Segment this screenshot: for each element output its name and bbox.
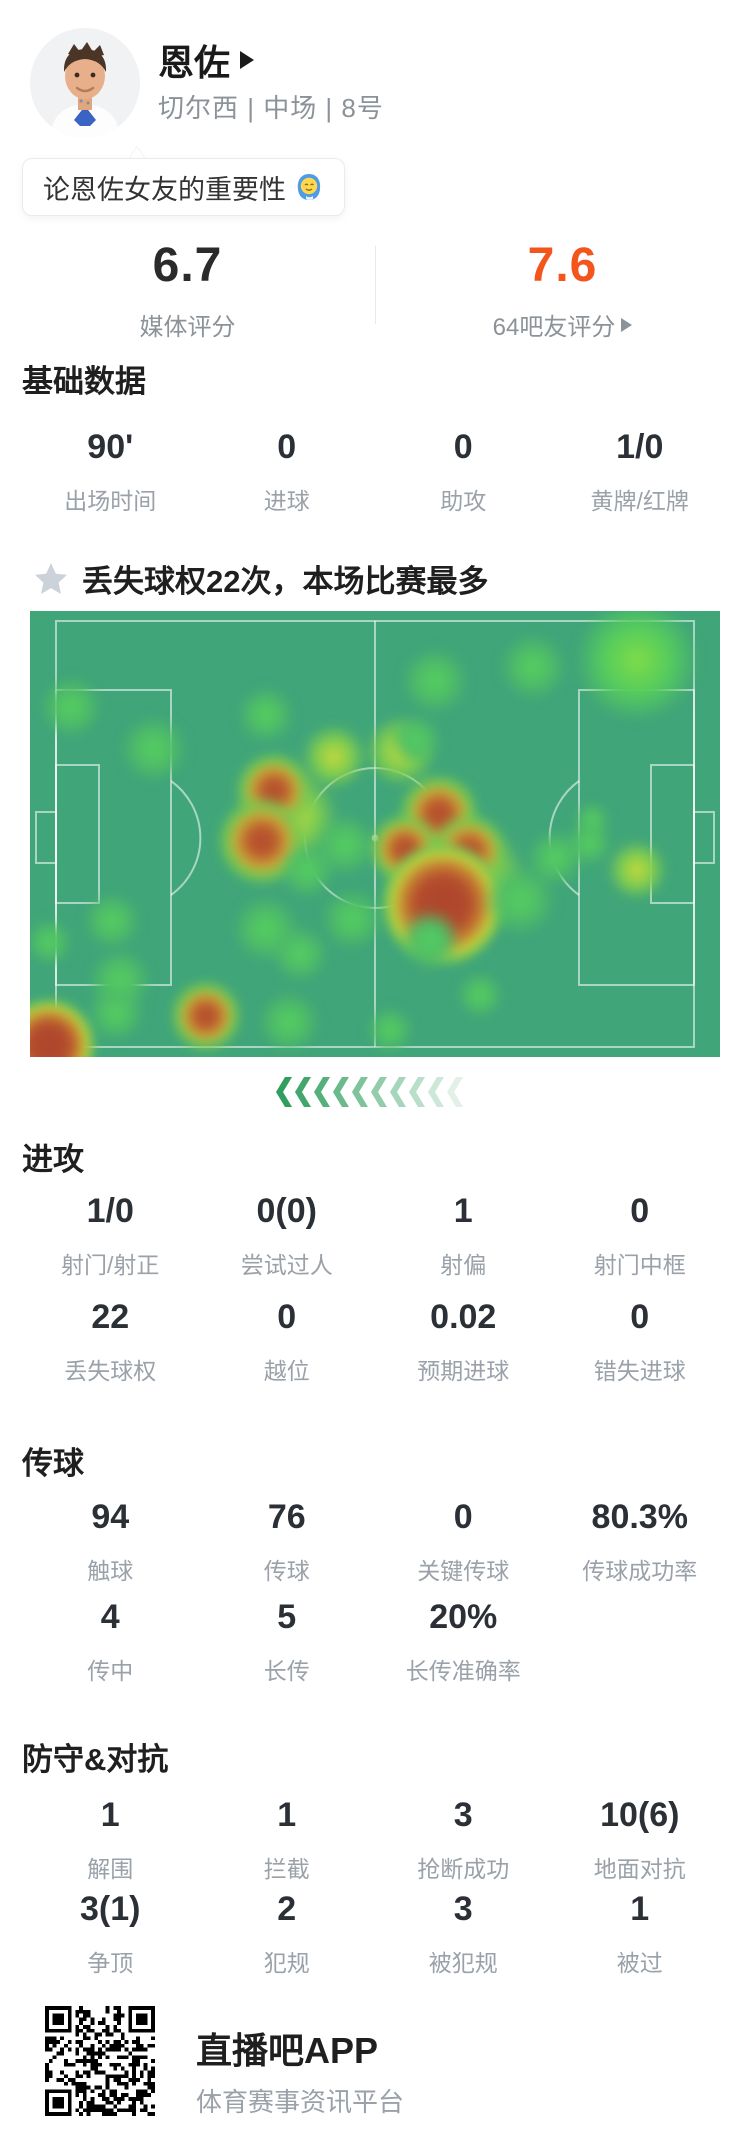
heatmap-blobs xyxy=(30,611,720,1057)
stat-touches: 94 触球 xyxy=(87,1498,134,1584)
left-chevrons-icon xyxy=(276,1077,463,1107)
attack-direction-chevrons xyxy=(0,1076,750,1108)
highlight-line: 丢失球权22次，本场比赛最多 xyxy=(34,556,488,601)
fans-rating[interactable]: 7.6 64吧友评分 xyxy=(375,238,750,342)
stat-long-balls: 5 长传 xyxy=(263,1598,310,1684)
ratings-block: 6.7 媒体评分 7.6 64吧友评分 xyxy=(0,238,750,341)
stat-tackles-won: 3 抢断成功 xyxy=(417,1796,510,1882)
section-title-basic: 基础数据 xyxy=(22,364,146,399)
defense-stats-row-1: 1 解围 1 拦截 3 抢断成功 10(6) 地面对抗 xyxy=(22,1796,728,1884)
stat-passes: 76 传球 xyxy=(263,1498,310,1584)
basic-stats-row: 90' 出场时间 0 进球 0 助攻 1/0 黄牌/红牌 xyxy=(22,428,728,516)
expand-caret-icon xyxy=(240,51,255,69)
player-photo xyxy=(30,28,140,138)
hot-comment-bubble[interactable]: 论恩佐女友的重要性 xyxy=(22,158,345,216)
stat-empty-cell xyxy=(552,1598,729,1686)
fans-rating-caret-icon xyxy=(621,317,633,332)
stat-goals: 0 进球 xyxy=(263,428,310,514)
defense-stats-row-2: 3(1) 争顶 2 犯规 3 被犯规 1 被过 xyxy=(22,1890,728,1978)
player-name-row[interactable]: 恩佐 xyxy=(158,34,255,86)
stat-interceptions: 1 拦截 xyxy=(263,1796,310,1882)
bubble-tail xyxy=(128,147,146,160)
player-team-position: 切尔西 | 中场 | 8号 xyxy=(158,93,384,123)
baby-wrapped-emoji-icon xyxy=(297,174,321,200)
stat-shots: 1/0 射门/射正 xyxy=(61,1192,160,1278)
stat-dribbles: 0(0) 尝试过人 xyxy=(240,1192,333,1278)
stat-assists: 0 助攻 xyxy=(440,428,487,514)
passing-stats-row-2: 4 传中 5 长传 20% 长传准确率 xyxy=(22,1598,728,1686)
passing-stats-row-1: 94 触球 76 传球 0 关键传球 80.3% 传球成功率 xyxy=(22,1498,728,1586)
star-icon xyxy=(35,562,67,594)
stat-offsides: 0 越位 xyxy=(263,1298,310,1384)
stat-minutes: 90' 出场时间 xyxy=(64,428,157,514)
hot-comment-text: 论恩佐女友的重要性 xyxy=(43,174,286,205)
stat-xg: 0.02 预期进球 xyxy=(417,1298,510,1384)
stat-fouled: 3 被犯规 xyxy=(428,1890,498,1976)
stat-shots-off: 1 射偏 xyxy=(440,1192,487,1278)
stat-ground-duels: 10(6) 地面对抗 xyxy=(593,1796,686,1882)
media-rating: 6.7 媒体评分 xyxy=(0,238,375,342)
stat-crosses: 4 传中 xyxy=(87,1598,134,1684)
player-name: 恩佐 xyxy=(158,42,231,83)
stat-clearances: 1 解围 xyxy=(87,1796,134,1882)
highlight-text: 丢失球权22次，本场比赛最多 xyxy=(82,564,489,599)
heatmap-pitch xyxy=(30,611,720,1057)
stat-pass-accuracy: 80.3% 传球成功率 xyxy=(582,1498,698,1584)
stat-cards: 1/0 黄牌/红牌 xyxy=(590,428,689,514)
stat-possession-lost: 22 丢失球权 xyxy=(64,1298,157,1384)
section-title-passing: 传球 xyxy=(22,1446,84,1481)
stat-big-chances-missed: 0 错失进球 xyxy=(593,1298,686,1384)
ratings-divider xyxy=(375,246,376,324)
attack-stats-row-1: 1/0 射门/射正 0(0) 尝试过人 1 射偏 0 射门中框 xyxy=(22,1192,728,1280)
stat-aerial-duels: 3(1) 争顶 xyxy=(80,1890,141,1976)
attack-stats-row-2: 22 丢失球权 0 越位 0.02 预期进球 0 错失进球 xyxy=(22,1298,728,1386)
fans-rating-value: 7.6 xyxy=(527,239,598,292)
app-tagline: 体育赛事资讯平台 xyxy=(196,2087,405,2117)
section-title-attack: 进攻 xyxy=(22,1142,84,1177)
section-title-defense: 防守&对抗 xyxy=(22,1742,169,1777)
app-qr-code xyxy=(45,2006,155,2116)
stat-long-ball-accuracy: 20% 长传准确率 xyxy=(405,1598,521,1684)
player-avatar[interactable] xyxy=(30,28,140,138)
media-rating-label: 媒体评分 xyxy=(139,314,236,341)
media-rating-value: 6.7 xyxy=(152,239,223,292)
stat-dribbled-past: 1 被过 xyxy=(616,1890,663,1976)
fans-rating-label: 64吧友评分 xyxy=(375,307,750,342)
stat-key-passes: 0 关键传球 xyxy=(417,1498,510,1584)
stat-fouls: 2 犯规 xyxy=(263,1890,310,1976)
stat-woodwork: 0 射门中框 xyxy=(593,1192,686,1278)
app-name: 直播吧APP xyxy=(196,2030,379,2071)
